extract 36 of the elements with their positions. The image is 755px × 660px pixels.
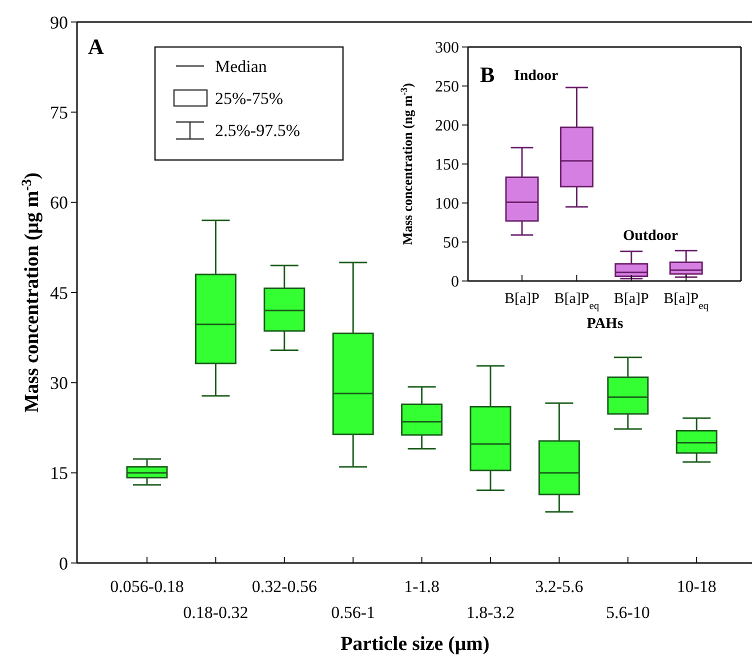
x-tick-label: B[a]P: [504, 291, 540, 307]
y-tick-label: 0: [59, 553, 68, 574]
y-tick-label: 100: [435, 196, 459, 213]
x-tick-label: 0.32-0.56: [252, 577, 317, 596]
x-tick-label: B[a]P$_{eq}$: [554, 291, 600, 312]
annotation: B: [480, 62, 495, 87]
annotation: 2.5%-97.5%: [215, 121, 300, 140]
x-tick-label: B[a]P$_{eq}$: [664, 291, 710, 312]
y-tick-label: 200: [435, 118, 459, 135]
annotation: 25%-75%: [215, 89, 283, 108]
x-axis-title: PAHs: [586, 316, 624, 332]
y-tick-label: 300: [435, 40, 459, 57]
annotation: Median: [215, 57, 268, 76]
y-tick-label: 50: [443, 234, 459, 252]
y-tick-label: 45: [50, 282, 68, 303]
annotation: Outdoor: [623, 228, 678, 244]
y-tick-label: 150: [435, 156, 459, 174]
y-tick-label: 15: [50, 463, 68, 484]
x-tick-label: 3.2-5.6: [535, 577, 584, 596]
y-tick-label: 75: [50, 102, 68, 122]
annotation: Indoor: [514, 68, 559, 84]
x-tick-label: 1.8-3.2: [466, 603, 515, 622]
y-tick-label: 90: [50, 12, 68, 32]
x-tick-label: 0.18-0.32: [183, 603, 248, 622]
x-tick-label: B[a]P: [614, 291, 649, 307]
x-tick-label: 0.056-0.18: [110, 577, 184, 596]
y-tick-label: 250: [435, 78, 459, 96]
x-axis-title: Particle size (μm): [340, 633, 490, 655]
y-tick-label: 60: [50, 192, 68, 213]
x-tick-label: 0.56-1: [331, 603, 376, 622]
x-tick-label: 5.6-10: [606, 603, 650, 622]
y-tick-label: 30: [50, 372, 68, 393]
y-tick-label: 0: [451, 274, 459, 291]
x-tick-label: 1-1.8: [404, 577, 440, 596]
x-tick-label: 10-18: [676, 577, 716, 596]
annotation: A: [88, 34, 104, 59]
